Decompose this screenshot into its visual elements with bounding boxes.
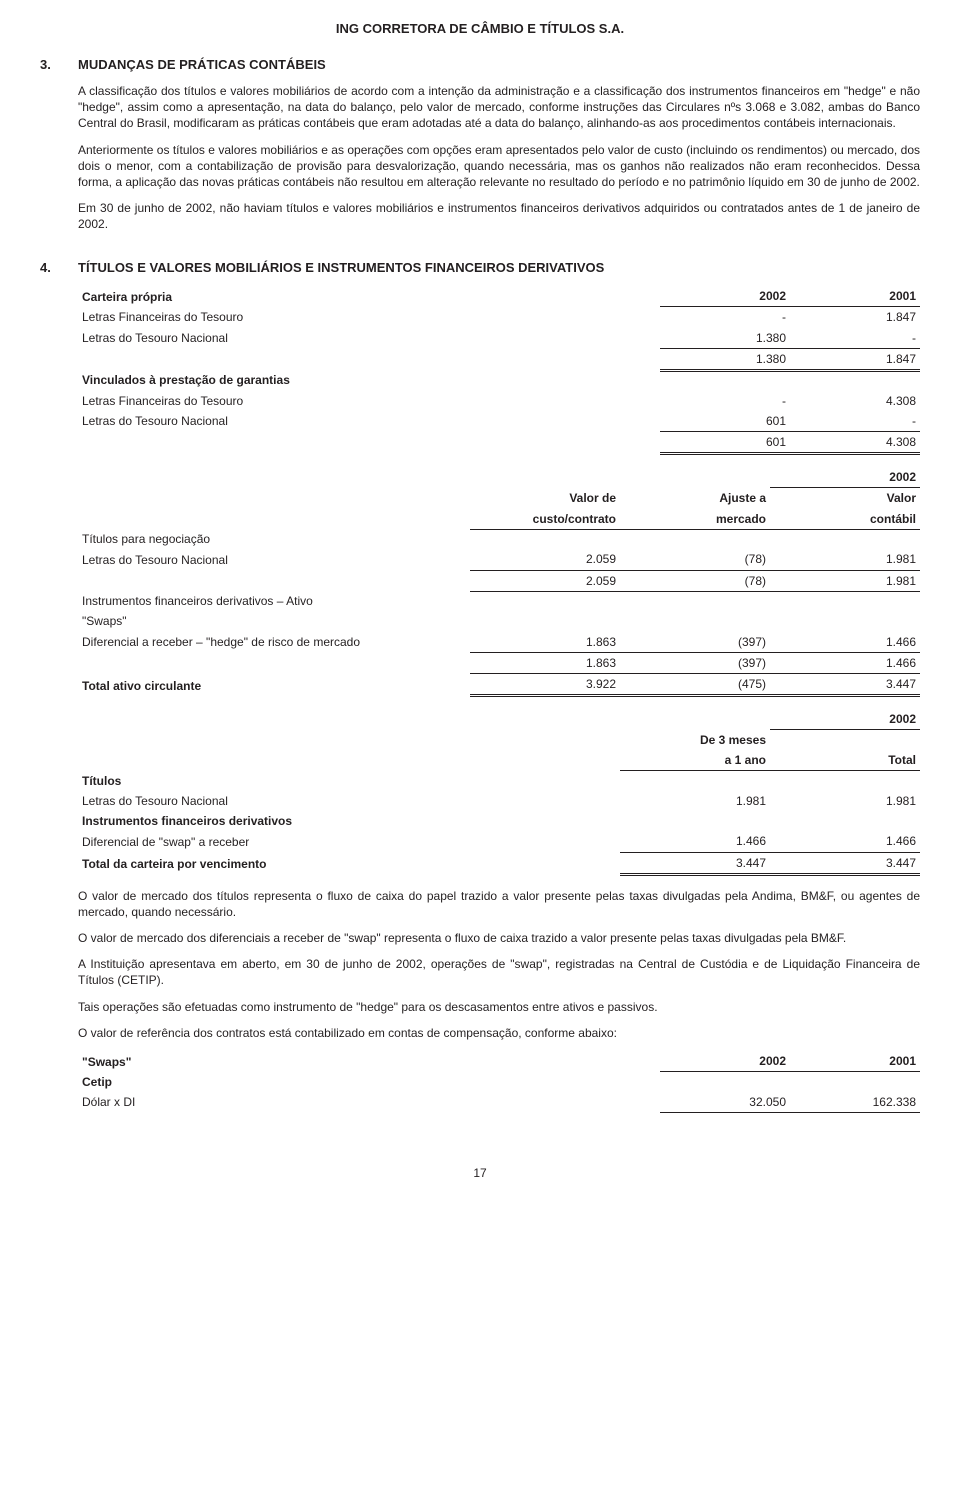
t2-year: 2002 <box>770 467 920 488</box>
section-3-p2: Anteriormente os títulos e valores mobil… <box>78 142 920 191</box>
page-number: 17 <box>40 1165 920 1181</box>
t1-r3-v2: 4.308 <box>790 391 920 411</box>
t1-r4-v1: 601 <box>660 411 790 432</box>
t2-tot-v3: 3.447 <box>770 674 920 696</box>
section-4-num: 4. <box>40 259 62 277</box>
t3-h1b: a 1 ano <box>620 750 770 771</box>
t1-r4-label: Letras do Tesouro Nacional <box>78 411 660 432</box>
t1-st1-v2: 1.847 <box>790 348 920 370</box>
table-carteira-propria: Carteira própria 2002 2001 Letras Financ… <box>78 286 920 455</box>
t1-r1-v2: 1.847 <box>790 307 920 328</box>
t2-tot-v1: 3.922 <box>470 674 620 696</box>
t2-g3: "Swaps" <box>78 611 470 631</box>
section-4-p3: A Instituição apresentava em aberto, em … <box>78 956 920 988</box>
t1-r2-v2: - <box>790 328 920 349</box>
t2-h1a: Valor de <box>470 488 620 509</box>
t3-r2-v1: 1.466 <box>620 831 770 852</box>
section-4-p1: O valor de mercado dos títulos represent… <box>78 888 920 920</box>
t1-st2-v2: 4.308 <box>790 431 920 453</box>
section-4-title: TÍTULOS E VALORES MOBILIÁRIOS E INSTRUME… <box>78 259 920 277</box>
t1-h1: Carteira própria <box>78 286 660 307</box>
t2-tot-v2: (475) <box>620 674 770 696</box>
t2-st2-v2: (397) <box>620 652 770 673</box>
t4-r1-v1: 32.050 <box>660 1092 790 1113</box>
t3-tot-v2: 3.447 <box>770 852 920 874</box>
t4-y2: 2001 <box>790 1051 920 1072</box>
section-4: 4. TÍTULOS E VALORES MOBILIÁRIOS E INSTR… <box>40 259 920 1125</box>
t2-tot-label: Total ativo circulante <box>78 674 470 696</box>
company-header: ING CORRETORA DE CÂMBIO E TÍTULOS S.A. <box>40 20 920 38</box>
t2-st2-v1: 1.863 <box>470 652 620 673</box>
section-3-title: MUDANÇAS DE PRÁTICAS CONTÁBEIS <box>78 56 920 74</box>
t3-r2-v2: 1.466 <box>770 831 920 852</box>
t3-year: 2002 <box>770 709 920 730</box>
t4-y1: 2002 <box>660 1051 790 1072</box>
t3-h1a: De 3 meses <box>620 730 770 750</box>
t1-r2-v1: 1.380 <box>660 328 790 349</box>
t2-r1-v2: (78) <box>620 549 770 570</box>
t4-r1-label: Dólar x DI <box>78 1092 660 1113</box>
t2-r1-v1: 2.059 <box>470 549 620 570</box>
t1-r3-label: Letras Financeiras do Tesouro <box>78 391 660 411</box>
section-4-p5: O valor de referência dos contratos está… <box>78 1025 920 1041</box>
t2-st1-v2: (78) <box>620 570 770 591</box>
t1-r4-v2: - <box>790 411 920 432</box>
t1-y1: 2002 <box>660 286 790 307</box>
t3-r2-label: Diferencial de "swap" a receber <box>78 831 620 852</box>
section-3-p1: A classificação dos títulos e valores mo… <box>78 83 920 132</box>
t2-h3b: contábil <box>770 509 920 530</box>
table-titulos-negociacao: 2002 Valor de Ajuste a Valor custo/contr… <box>78 467 920 697</box>
t2-h2b: mercado <box>620 509 770 530</box>
t2-st1-v3: 1.981 <box>770 570 920 591</box>
t3-g1: Títulos <box>78 771 620 791</box>
t2-r2-v1: 1.863 <box>470 632 620 653</box>
t1-y2: 2001 <box>790 286 920 307</box>
t3-r1-v1: 1.981 <box>620 791 770 811</box>
t2-h2a: Ajuste a <box>620 488 770 509</box>
t2-st1-v1: 2.059 <box>470 570 620 591</box>
t3-r1-label: Letras do Tesouro Nacional <box>78 791 620 811</box>
t2-h1b: custo/contrato <box>470 509 620 530</box>
t1-st2-v1: 601 <box>660 431 790 453</box>
section-3-num: 3. <box>40 56 62 74</box>
t3-g2: Instrumentos financeiros derivativos <box>78 811 620 831</box>
t1-h2: Vinculados à prestação de garantias <box>78 370 660 390</box>
t1-r1-label: Letras Financeiras do Tesouro <box>78 307 660 328</box>
t4-r1-v2: 162.338 <box>790 1092 920 1113</box>
section-4-p2: O valor de mercado dos diferenciais a re… <box>78 930 920 946</box>
t2-g1: Títulos para negociação <box>78 529 470 549</box>
t2-r2-label: Diferencial a receber – "hedge" de risco… <box>78 632 470 653</box>
section-3: 3. MUDANÇAS DE PRÁTICAS CONTÁBEIS A clas… <box>40 56 920 243</box>
t3-tot-v1: 3.447 <box>620 852 770 874</box>
t1-r1-v1: - <box>660 307 790 328</box>
t1-r2-label: Letras do Tesouro Nacional <box>78 328 660 349</box>
t2-st2-v3: 1.466 <box>770 652 920 673</box>
t3-h2: Total <box>770 750 920 771</box>
t3-r1-v2: 1.981 <box>770 791 920 811</box>
t2-r1-v3: 1.981 <box>770 549 920 570</box>
section-3-p3: Em 30 de junho de 2002, não haviam títul… <box>78 200 920 232</box>
t4-h1: "Swaps" <box>78 1051 660 1072</box>
t4-g1: Cetip <box>78 1072 660 1092</box>
t2-r2-v3: 1.466 <box>770 632 920 653</box>
t2-h3a: Valor <box>770 488 920 509</box>
t2-g2: Instrumentos financeiros derivativos – A… <box>78 591 470 611</box>
t2-r1-label: Letras do Tesouro Nacional <box>78 549 470 570</box>
table-vencimento: 2002 De 3 meses a 1 ano Total Títulos <box>78 709 920 876</box>
t1-st1-v1: 1.380 <box>660 348 790 370</box>
section-4-p4: Tais operações são efetuadas como instru… <box>78 999 920 1015</box>
t3-tot-label: Total da carteira por vencimento <box>78 852 620 874</box>
t1-r3-v1: - <box>660 391 790 411</box>
t2-r2-v2: (397) <box>620 632 770 653</box>
table-swaps: "Swaps" 2002 2001 Cetip Dólar x DI 32.05… <box>78 1051 920 1113</box>
